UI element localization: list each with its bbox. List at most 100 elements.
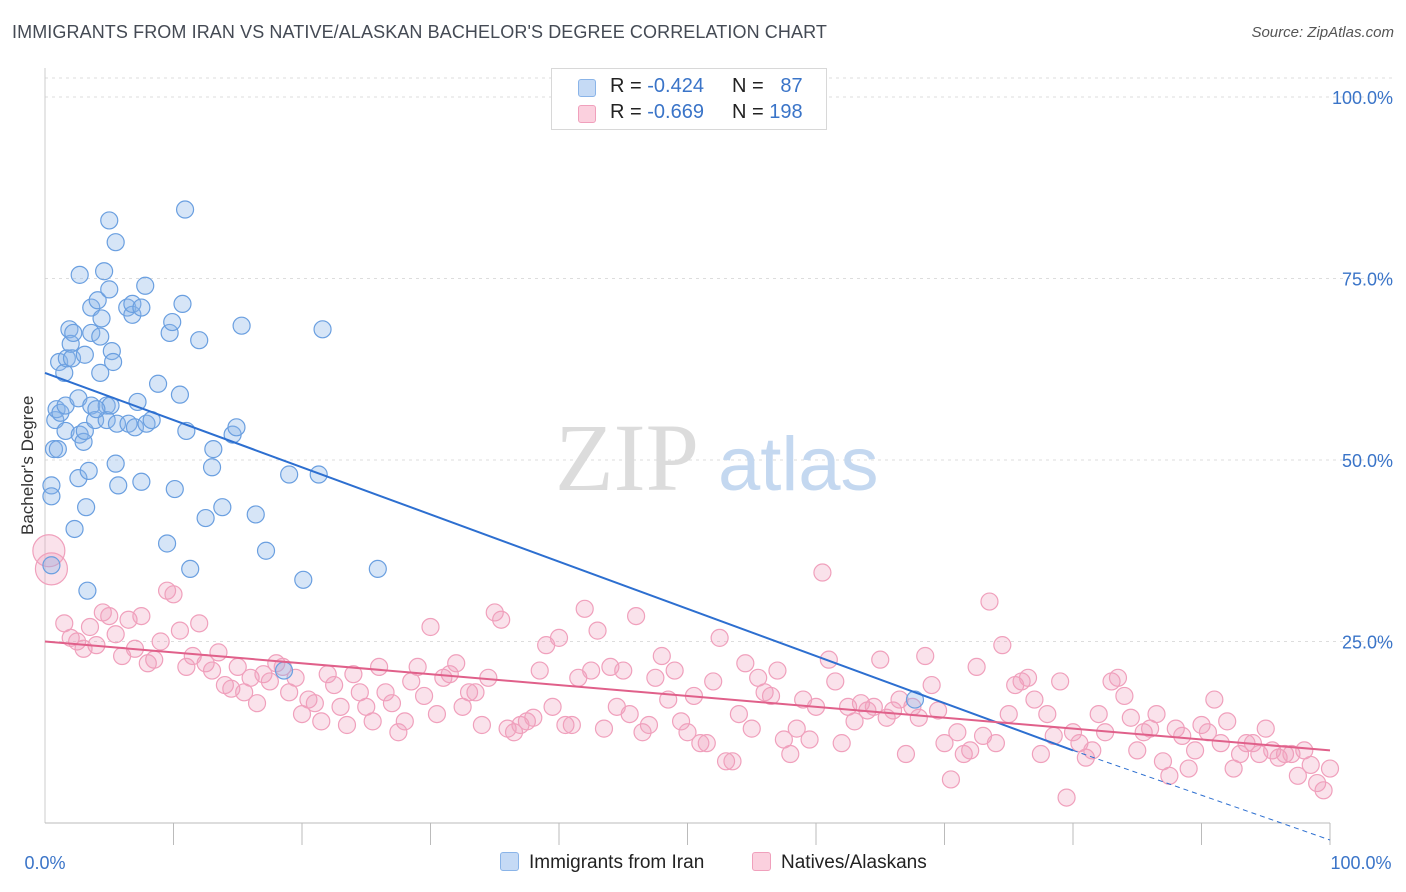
data-point-natives [1308,773,1327,793]
data-point-natives [967,657,986,677]
data-point-natives [993,636,1012,655]
data-point-natives [34,552,69,586]
data-point-natives [646,668,665,687]
data-point-natives [710,628,729,647]
data-point-natives [736,654,755,673]
data-point-natives [626,606,646,626]
data-point-natives [832,734,851,753]
data-point-natives [652,646,671,666]
data-point-natives [132,606,151,626]
data-point-iran [160,323,179,343]
grid [45,77,1392,642]
data-point-natives [813,563,832,582]
data-point-natives [980,592,999,611]
legend-r: R = -0.424 [610,75,704,97]
axes [44,68,1331,845]
data-point-natives [1256,719,1275,738]
data-point-iran [163,312,182,332]
data-point-iran [91,327,110,346]
legend-swatch-blue [578,79,596,97]
data-point-iran [213,498,232,517]
data-point-natives [427,704,447,724]
data-point-natives [247,694,267,713]
data-point-natives [325,675,344,695]
data-point-natives [1121,708,1140,727]
trend-lines [44,371,1331,841]
data-point-natives [1089,704,1108,724]
data-point-iran [48,440,67,459]
data-point-iran [42,556,61,575]
data-point-iran [78,581,97,600]
data-point-iran [274,661,294,680]
data-point-iran [82,323,101,343]
data-point-natives [1108,668,1128,687]
y-tick-label: 100.0% [1332,88,1393,108]
data-point-natives [1320,759,1340,778]
data-point-iran [132,298,151,317]
data-point-natives [1128,741,1147,760]
data-point-natives [414,686,434,706]
data-point-natives [459,683,479,702]
data-point-iran [92,309,111,328]
data-point-natives [1083,741,1102,760]
legend-swatch-pink [578,105,596,123]
data-point-iran [173,294,192,314]
data-point-natives [928,701,948,720]
legend-r: R = -0.669 [610,101,704,123]
data-point-iran [190,331,209,350]
data-point-natives [145,650,164,669]
data-point-iran [42,476,61,495]
data-point-natives [1211,734,1230,753]
x-tick-label: 100.0% [1330,853,1391,873]
correlation-legend: R = -0.424 N = 87 R = -0.669 N = 198 [551,68,827,130]
legend-n: N = 198 [732,101,803,123]
data-point-natives [594,719,614,738]
data-point-iran [88,291,107,310]
legend-n: N = 87 [732,75,803,97]
data-point-natives [524,708,543,727]
data-point-natives [1057,788,1076,807]
data-point-iran [87,400,106,419]
data-point-iran [227,418,246,437]
data-point-iran [232,316,251,335]
data-point-natives [260,672,279,691]
data-point-iran [70,265,89,284]
data-point-natives [729,704,749,724]
data-point-iran [79,461,98,480]
data-point-natives [151,632,170,651]
data-point-natives [697,734,716,753]
data-point-natives [800,730,819,749]
data-point-iran [91,363,110,382]
data-point-natives [202,661,222,680]
data-point-iran [95,262,114,281]
data-point-iran [202,458,222,477]
data-point-natives [530,661,549,680]
data-point-natives [447,654,466,673]
data-point-iran [69,469,88,488]
data-point-iran [104,352,123,372]
chart-title: IMMIGRANTS FROM IRAN VS NATIVE/ALASKAN B… [12,22,827,42]
data-point-natives [1173,726,1192,745]
data-point-natives [344,665,363,684]
data-point-iran [309,465,328,484]
y-tick-label: 50.0% [1342,451,1393,471]
data-point-iran [136,276,155,295]
data-point-natives [254,665,273,684]
data-point-iran [123,294,142,314]
data-point-natives [614,661,633,680]
data-point-natives [1185,741,1205,760]
legend-swatch-pink [752,852,771,871]
data-point-natives [556,715,575,735]
data-point-natives [363,712,382,731]
data-point-natives [742,719,761,738]
data-point-iran [368,559,387,579]
data-point-natives [826,672,845,691]
data-point-natives [190,614,209,633]
data-point-natives [562,715,581,735]
data-point-iran [148,374,168,393]
legend-item-iran: Immigrants from Iran [500,852,704,874]
data-point-iran [77,498,96,517]
data-point-iran [109,476,128,495]
data-point-natives [633,723,652,742]
